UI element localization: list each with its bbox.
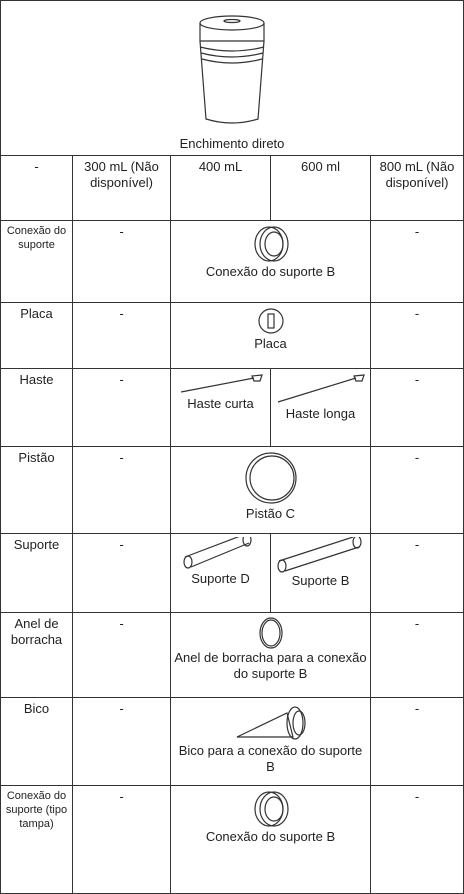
- cell: -: [369, 368, 464, 447]
- row: Bico - Bico para a conexão do suporte B …: [0, 697, 464, 786]
- cell: -: [72, 785, 171, 894]
- column-header: 400 mL: [170, 155, 271, 221]
- row: Conexão do suporte - Conexão do suporte …: [0, 220, 464, 303]
- cell: Anel de borracha para a conexão do supor…: [170, 612, 371, 698]
- nozzle-icon: [236, 706, 306, 740]
- tube-icon: [182, 537, 252, 569]
- cell: Placa: [170, 302, 371, 369]
- bucket-icon: [199, 15, 265, 124]
- column-header-row: - 300 mL (Não disponível) 400 mL 600 ml …: [0, 155, 464, 221]
- cell-caption: Haste curta: [187, 396, 254, 411]
- column-header: 600 ml: [270, 155, 371, 221]
- cell-caption: Pistão C: [245, 506, 296, 521]
- cell: -: [72, 612, 171, 698]
- cell: -: [72, 533, 171, 613]
- cell: -: [72, 446, 171, 534]
- row-label: Conexão do suporte: [0, 220, 73, 303]
- header-cell: Enchimento direto: [0, 0, 464, 156]
- row-label: Bico: [0, 697, 73, 786]
- rod-icon: [277, 374, 365, 403]
- cell-caption: Conexão do suporte B: [205, 264, 336, 279]
- cell: -: [72, 697, 171, 786]
- row-label: Conexão do suporte (tipo tampa): [0, 785, 73, 894]
- column-header: 300 mL (Não disponível): [72, 155, 171, 221]
- header-row: Enchimento direto: [0, 0, 464, 156]
- cell: -: [369, 220, 464, 303]
- column-header: 800 mL (Não disponível): [369, 155, 464, 221]
- cell-caption: Conexão do suporte B: [205, 829, 336, 844]
- cell-caption: Suporte B: [291, 573, 350, 588]
- cell: -: [369, 446, 464, 534]
- cell-caption: Haste longa: [285, 406, 356, 421]
- cell: Suporte B: [270, 533, 371, 613]
- cell: Conexão do suporte B: [170, 220, 371, 303]
- header-caption: Enchimento direto: [179, 136, 285, 151]
- cell: -: [369, 612, 464, 698]
- cell: Conexão do suporte B: [170, 785, 371, 894]
- row-label: Suporte: [0, 533, 73, 613]
- cell: -: [369, 785, 464, 894]
- row: Placa - Placa -: [0, 302, 464, 369]
- connector-icon: [253, 791, 289, 827]
- row: Suporte - Suporte D Suporte B -: [0, 533, 464, 613]
- row-label: Anel de borracha: [0, 612, 73, 698]
- row-label: Placa: [0, 302, 73, 369]
- column-header: -: [0, 155, 73, 221]
- cell: -: [369, 697, 464, 786]
- cell-caption: Bico para a conexão do suporte B: [178, 743, 363, 774]
- cell: -: [72, 220, 171, 303]
- cell: Haste curta: [170, 368, 271, 447]
- row-label: Pistão: [0, 446, 73, 534]
- row: Pistão - Pistão C -: [0, 446, 464, 534]
- cell-caption: Placa: [254, 336, 287, 351]
- connector-icon: [253, 226, 289, 262]
- tube-icon: [276, 537, 362, 573]
- row-label: Haste: [0, 368, 73, 447]
- cell: Haste longa: [270, 368, 371, 447]
- rod-icon: [180, 374, 263, 393]
- row: Haste - Haste curta Haste longa -: [0, 368, 464, 447]
- plate-icon: [257, 308, 284, 334]
- cell: -: [72, 302, 171, 369]
- cell: Pistão C: [170, 446, 371, 534]
- piston-icon: [244, 452, 297, 504]
- cell-caption: Anel de borracha para a conexão do supor…: [174, 650, 367, 681]
- cell-caption: Suporte D: [191, 571, 250, 586]
- row: Anel de borracha - Anel de borracha para…: [0, 612, 464, 698]
- ring-icon: [258, 617, 283, 649]
- cell: -: [72, 368, 171, 447]
- cell: Suporte D: [170, 533, 271, 613]
- cell: -: [369, 302, 464, 369]
- cell: -: [369, 533, 464, 613]
- row: Conexão do suporte (tipo tampa) - Conexã…: [0, 785, 464, 894]
- cell: Bico para a conexão do suporte B: [170, 697, 371, 786]
